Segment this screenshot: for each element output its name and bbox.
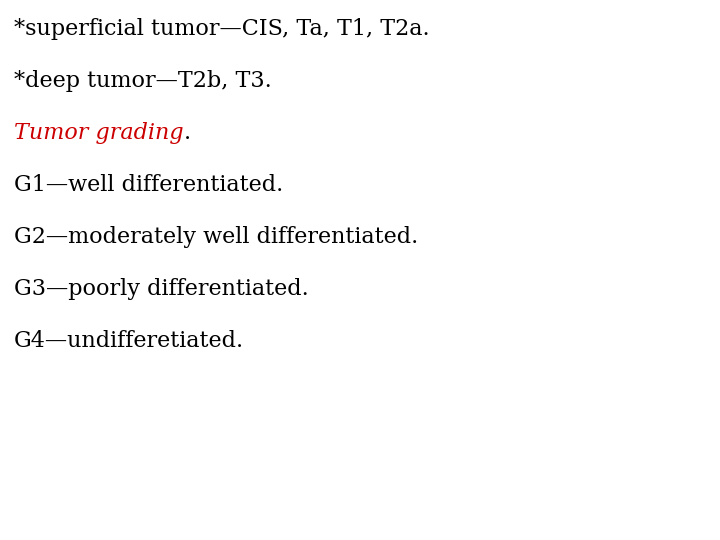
Text: G2—moderately well differentiated.: G2—moderately well differentiated. bbox=[14, 226, 418, 248]
Text: .: . bbox=[184, 122, 191, 144]
Text: Tumor grading: Tumor grading bbox=[14, 122, 184, 144]
Text: G3—poorly differentiated.: G3—poorly differentiated. bbox=[14, 278, 309, 300]
Text: *superficial tumor—CIS, Ta, T1, T2a.: *superficial tumor—CIS, Ta, T1, T2a. bbox=[14, 18, 430, 40]
Text: G4—undifferetiated.: G4—undifferetiated. bbox=[14, 330, 244, 352]
Text: *deep tumor—T2b, T3.: *deep tumor—T2b, T3. bbox=[14, 70, 271, 92]
Text: G1—well differentiated.: G1—well differentiated. bbox=[14, 174, 283, 196]
